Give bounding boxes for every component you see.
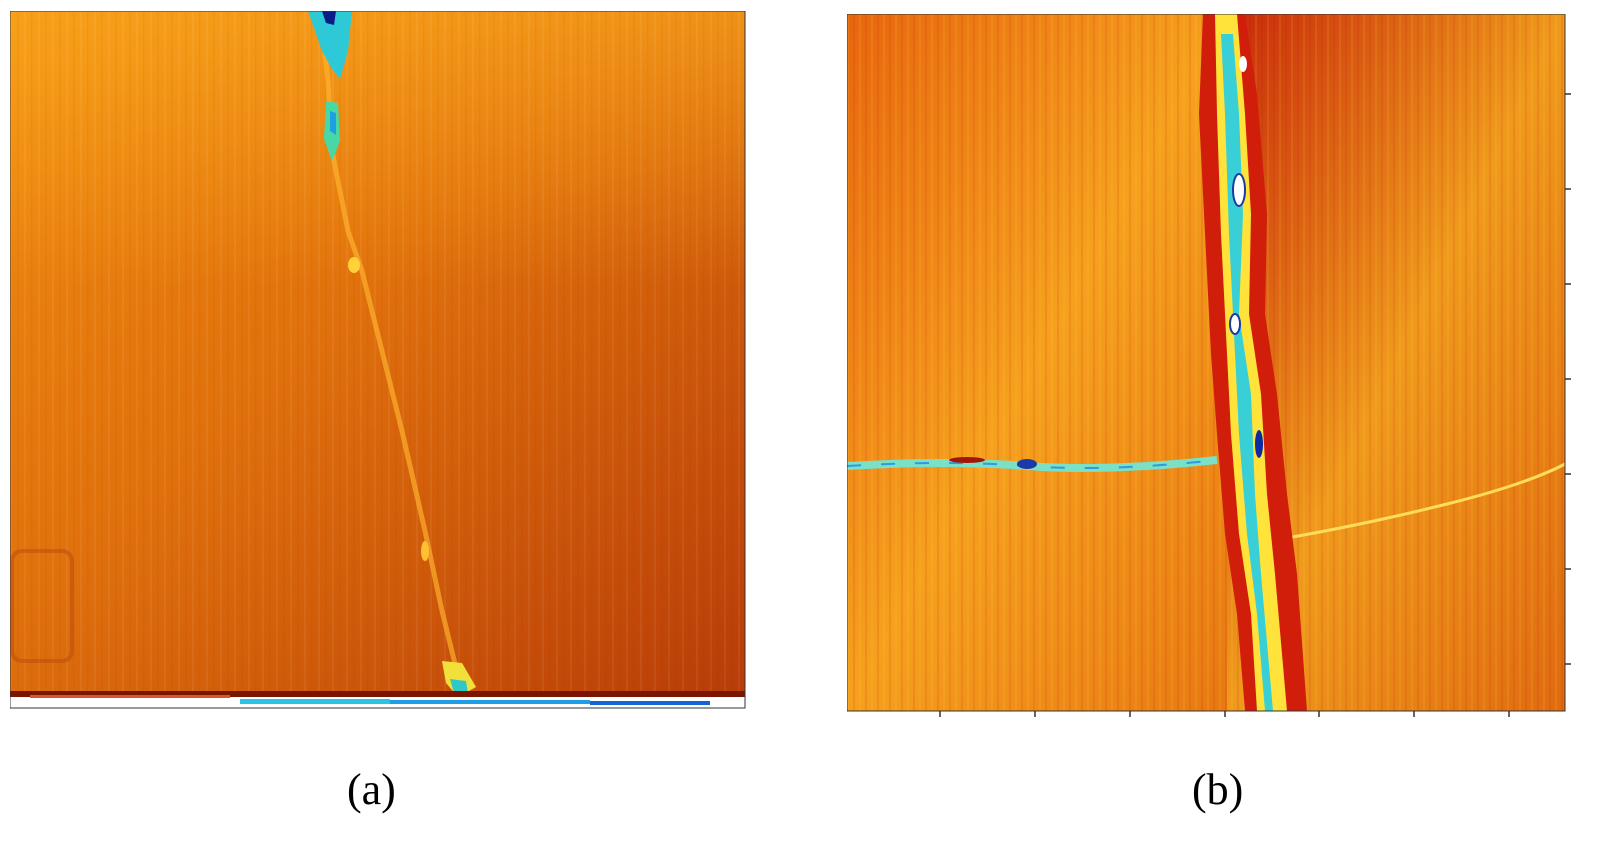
- panel-b-caption: (b): [1192, 765, 1244, 814]
- panel-a-caption: (a): [347, 765, 396, 814]
- panel-a-heatmap: [10, 11, 746, 709]
- panel-b-image: [847, 14, 1599, 734]
- panel-b-heatmap: [847, 14, 1571, 717]
- panel-a-image: [10, 11, 756, 723]
